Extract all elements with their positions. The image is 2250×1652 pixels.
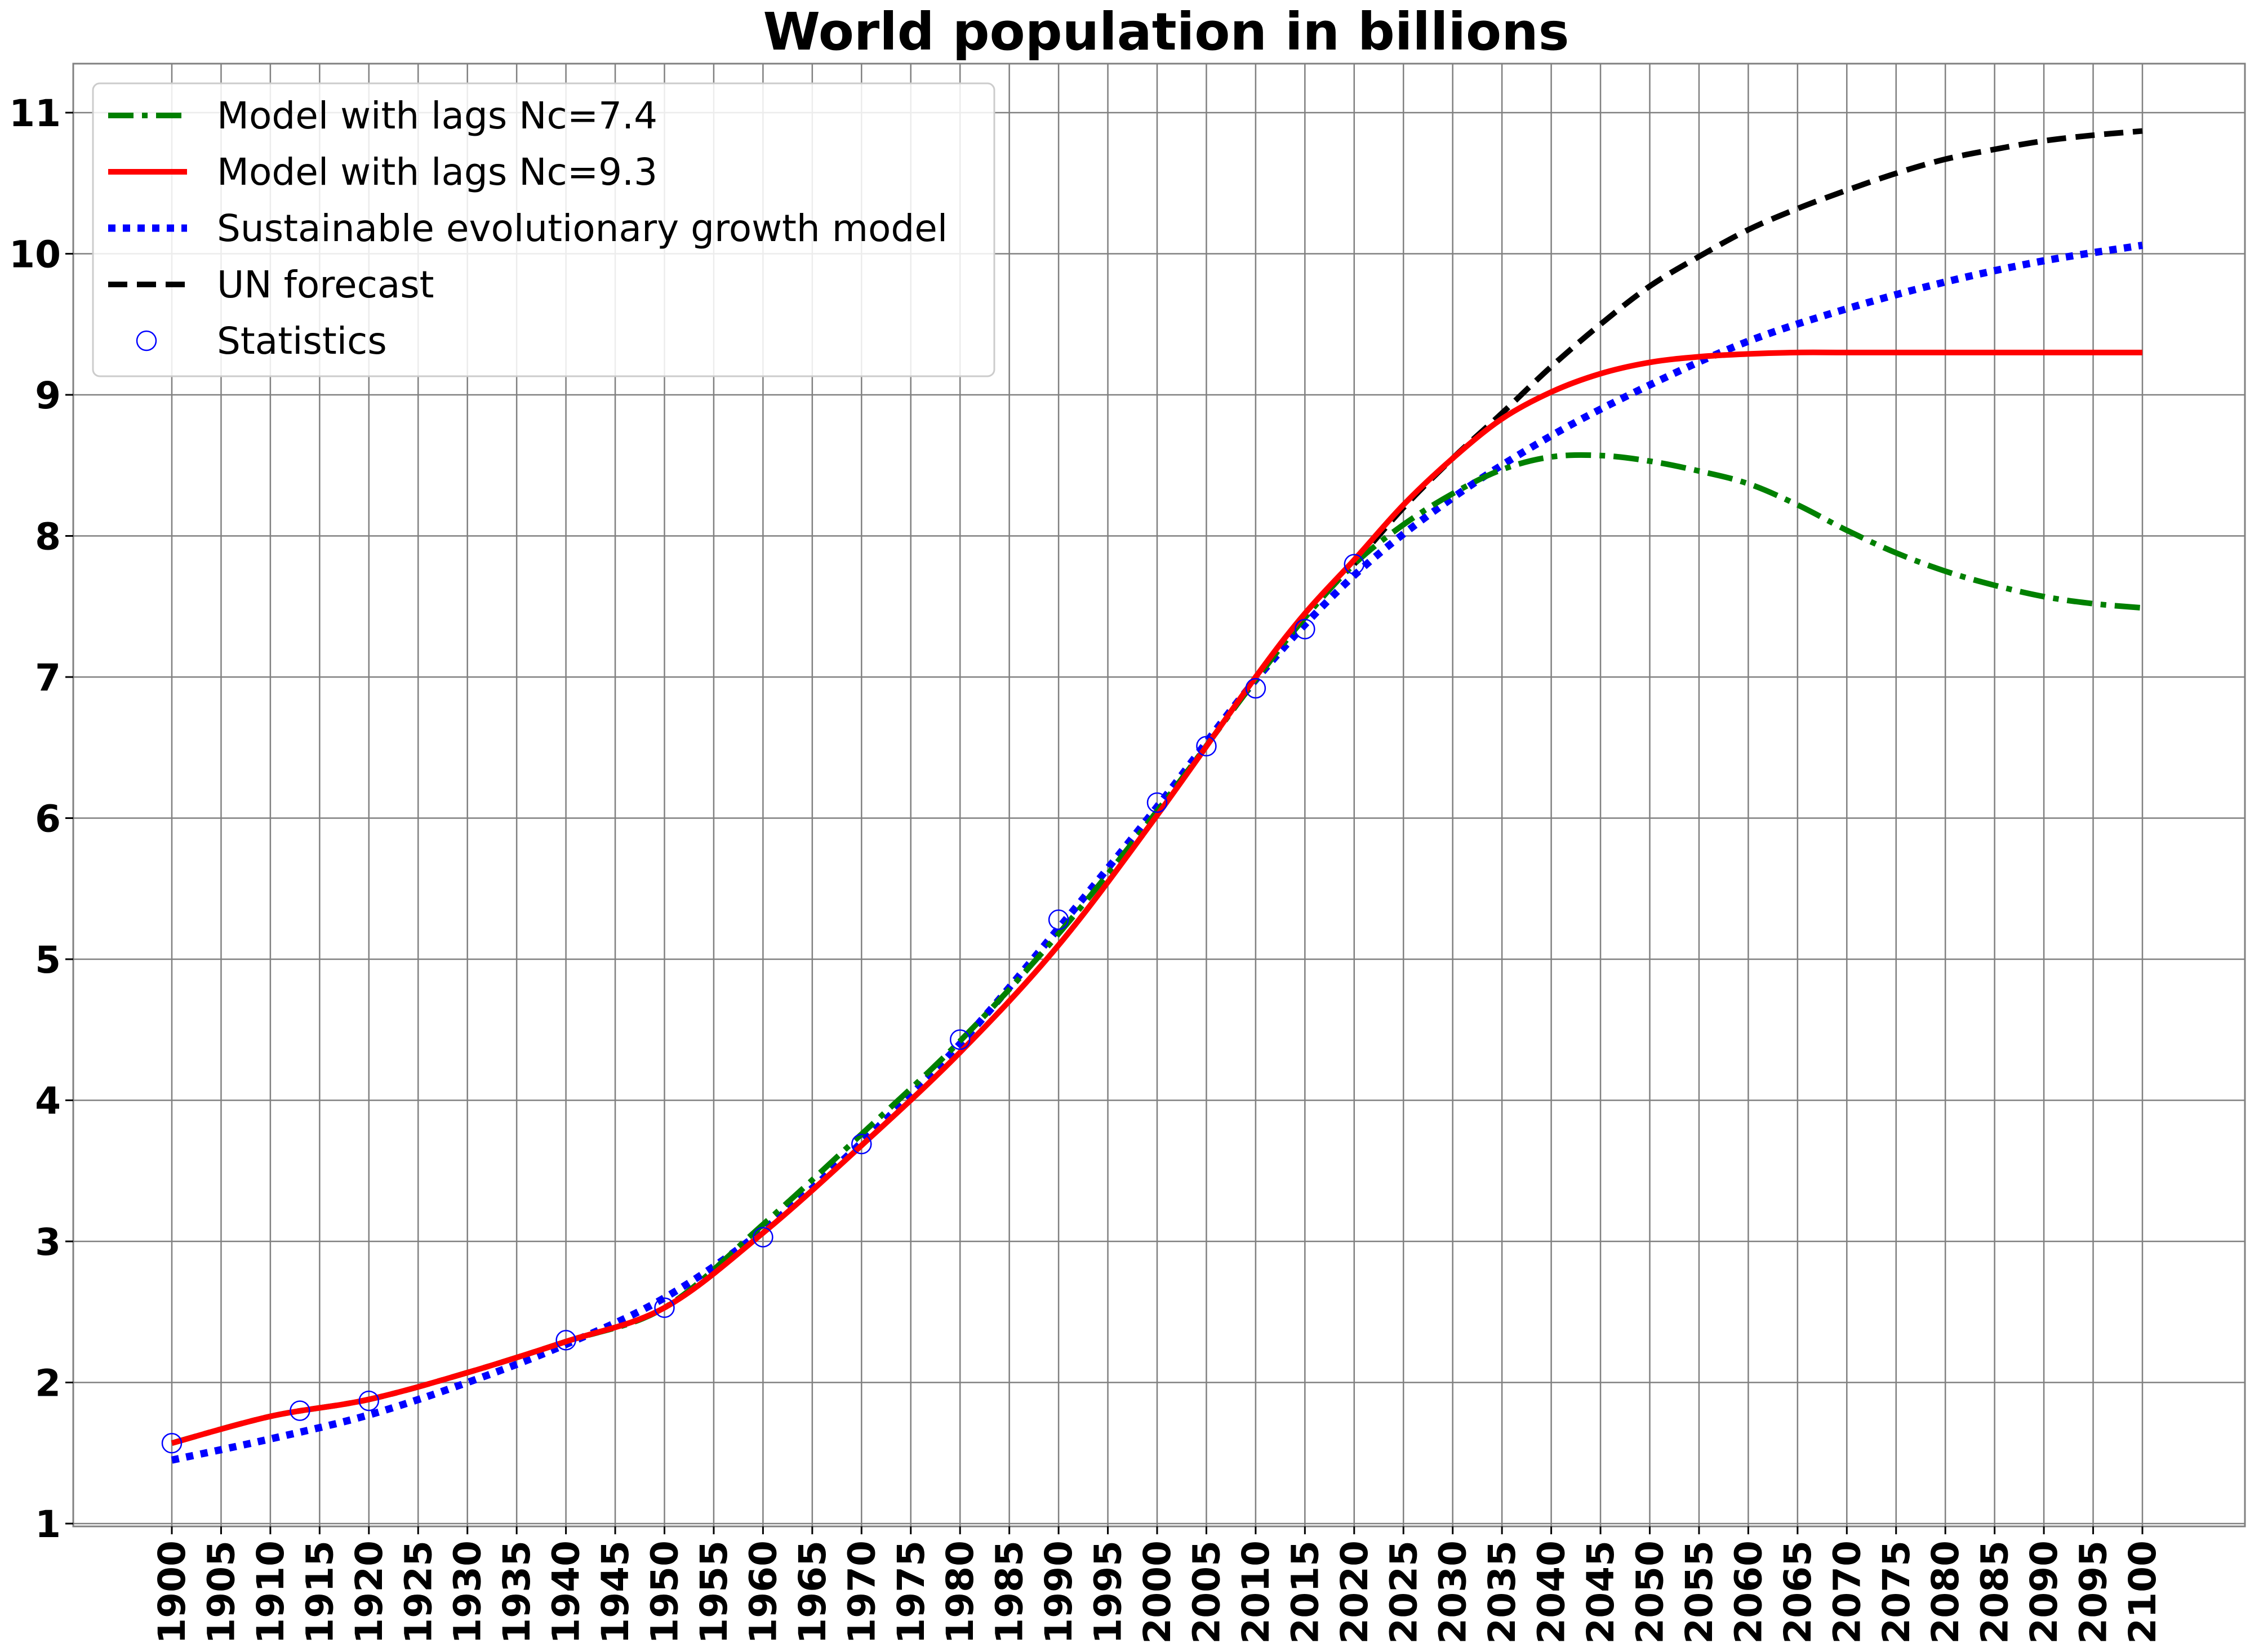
x-tick-label: 1930 — [446, 1540, 490, 1644]
x-tick-label: 2030 — [1431, 1540, 1475, 1644]
y-tick-label: 7 — [35, 656, 61, 700]
x-tick-label: 1980 — [939, 1540, 982, 1644]
statistics-marker — [1146, 792, 1168, 813]
x-tick-label: 1985 — [988, 1540, 1031, 1644]
y-tick-label: 11 — [9, 92, 61, 135]
x-tick-label: 2090 — [2022, 1540, 2066, 1644]
y-tick-label: 9 — [35, 374, 61, 417]
statistics-marker — [555, 1330, 576, 1351]
x-tick-label: 1920 — [348, 1540, 391, 1644]
statistics-marker — [1245, 678, 1266, 699]
x-tick-label: 2070 — [1825, 1540, 1869, 1644]
x-tick-label: 2010 — [1234, 1540, 1278, 1644]
series-line-2 — [171, 349, 2142, 1446]
x-tick-label: 2020 — [1333, 1540, 1376, 1644]
statistics-marker — [851, 1133, 872, 1155]
x-tick-label: 2060 — [1727, 1540, 1770, 1644]
statistics-marker — [1295, 618, 1315, 640]
x-tick-label: 2040 — [1530, 1540, 1573, 1644]
x-tick-label: 2025 — [1382, 1540, 1425, 1644]
x-tick-label: 1925 — [397, 1540, 440, 1644]
x-tick-label: 2035 — [1480, 1540, 1524, 1644]
statistics-marker — [161, 1432, 183, 1454]
statistics-marker — [654, 1297, 675, 1318]
x-tick-label: 2100 — [2121, 1540, 2164, 1644]
x-tick-label: 1945 — [594, 1540, 637, 1644]
statistics-marker — [290, 1400, 310, 1421]
x-tick-label: 1965 — [791, 1540, 834, 1644]
x-tick-label: 1900 — [150, 1540, 194, 1644]
x-tick-label: 1960 — [741, 1540, 785, 1644]
statistics-marker — [949, 1029, 971, 1050]
x-tick-label: 1910 — [249, 1540, 292, 1644]
tick-layer: 1900 1905 1910 1915 1920 1925 1930 1935 1940 1945… — [9, 92, 2164, 1644]
statistics-marker — [358, 1390, 380, 1411]
legend-label: Model with lags Nc=7.4 — [217, 94, 657, 137]
y-tick-label: 4 — [35, 1080, 61, 1123]
y-tick-label: 10 — [9, 233, 61, 277]
x-tick-label: 2080 — [1924, 1540, 1967, 1644]
x-tick-label: 2055 — [1678, 1540, 1721, 1644]
legend: Model with lags Nc=7.4 Model with lags Nc… — [92, 82, 995, 377]
legend-box — [92, 82, 995, 377]
x-tick-label: 1995 — [1087, 1540, 1130, 1644]
x-tick-label: 2050 — [1629, 1540, 1672, 1644]
x-tick-label: 1940 — [545, 1540, 588, 1644]
x-tick-label: 1935 — [495, 1540, 539, 1644]
y-tick-label: 8 — [35, 515, 61, 559]
y-tick-label: 2 — [35, 1362, 61, 1405]
legend-label: UN forecast — [217, 263, 434, 306]
x-tick-label: 1970 — [840, 1540, 883, 1644]
x-tick-label: 1990 — [1037, 1540, 1080, 1644]
x-tick-label: 2005 — [1185, 1540, 1228, 1644]
x-tick-label: 2015 — [1283, 1540, 1327, 1644]
x-tick-label: 1950 — [643, 1540, 687, 1644]
statistics-marker — [1196, 736, 1217, 756]
legend-marker-statistics — [136, 330, 157, 351]
y-tick-label: 1 — [35, 1503, 61, 1546]
statistics-marker — [753, 1227, 773, 1248]
series-layer — [161, 128, 2144, 1464]
x-tick-label: 1955 — [692, 1540, 736, 1644]
x-tick-label: 2095 — [2072, 1540, 2115, 1644]
y-tick-label: 5 — [35, 938, 61, 982]
series-line-4 — [1352, 128, 2143, 566]
legend-label: Statistics — [217, 319, 387, 363]
x-tick-label: 2045 — [1579, 1540, 1622, 1644]
legend-label: Model with lags Nc=9.3 — [217, 150, 657, 194]
x-tick-label: 2000 — [1136, 1540, 1179, 1644]
y-tick-label: 6 — [35, 798, 61, 841]
statistics-marker — [1048, 909, 1069, 930]
statistics-marker — [1344, 554, 1365, 575]
x-tick-label: 2085 — [1973, 1540, 2017, 1644]
x-tick-label: 1975 — [890, 1540, 933, 1644]
x-tick-label: 1905 — [199, 1540, 243, 1644]
x-tick-label: 2065 — [1776, 1540, 1820, 1644]
x-tick-label: 2075 — [1875, 1540, 1918, 1644]
legend-label: Sustainable evolutionary growth model — [217, 207, 948, 250]
plot-frame — [72, 63, 2246, 1528]
chart-title: World population in billions — [763, 2, 1569, 62]
x-tick-label: 1915 — [298, 1540, 341, 1644]
y-tick-label: 3 — [35, 1221, 61, 1264]
